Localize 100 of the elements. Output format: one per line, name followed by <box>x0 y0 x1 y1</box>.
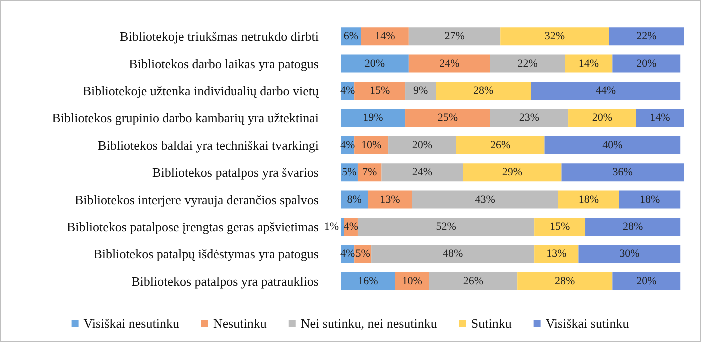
data-label: 23% <box>519 112 540 124</box>
data-label: 7% <box>362 166 378 179</box>
data-label: 26% <box>463 275 484 288</box>
data-label: 36% <box>612 166 633 179</box>
bar <box>490 109 569 128</box>
data-label: 20% <box>636 58 657 70</box>
data-label: 48% <box>442 248 464 260</box>
data-label: 20% <box>412 139 433 152</box>
y-tick-label: Bibliotekos patalpose įrengtas geras apšvietimas <box>67 220 319 234</box>
bar <box>368 190 412 209</box>
data-label: 14% <box>375 30 396 43</box>
bar <box>586 218 681 236</box>
bar <box>341 272 396 290</box>
data-label: 24% <box>440 58 460 70</box>
bar <box>436 82 532 100</box>
data-label: 29% <box>502 166 523 179</box>
data-label: 14% <box>578 58 599 70</box>
bar <box>568 109 636 128</box>
data-label: 30% <box>620 248 640 260</box>
bar <box>500 28 610 46</box>
data-label: 28% <box>555 275 576 288</box>
bar <box>490 54 566 73</box>
data-label: 28% <box>622 221 644 233</box>
data-label: 44% <box>596 85 616 97</box>
data-label: 22% <box>518 58 538 70</box>
data-label: 20% <box>636 275 657 288</box>
data-label: 24% <box>412 166 433 179</box>
bar <box>562 164 684 182</box>
legend-label: Visiškai nesutinku <box>84 316 180 331</box>
data-label: 10% <box>402 275 422 288</box>
data-label: 16% <box>358 275 378 288</box>
bar <box>341 218 344 236</box>
data-label: 19% <box>363 112 384 124</box>
bar <box>456 136 545 154</box>
data-label: 22% <box>636 30 657 43</box>
bar <box>578 245 681 264</box>
bar <box>341 109 406 128</box>
data-label: 43% <box>475 194 496 206</box>
bar <box>636 109 684 128</box>
data-label: 13% <box>546 248 567 260</box>
data-label: 15% <box>370 85 390 97</box>
bar <box>354 82 406 100</box>
data-label: 10% <box>361 139 382 152</box>
data-label: 8% <box>347 194 362 206</box>
y-tick-label: Bibliotekoje triukšmas netrukdo dirbti <box>120 29 320 44</box>
bar <box>612 54 681 73</box>
data-label: 18% <box>640 194 660 206</box>
data-label: 40% <box>602 139 623 152</box>
bar <box>534 218 586 236</box>
bar <box>358 218 535 236</box>
data-label: 13% <box>380 194 400 206</box>
y-tick-label: Bibliotekos grupinio darbo kambarių yra užtektinai <box>52 110 320 126</box>
y-tick-label: Bibliotekos darbo laikas yra patogus <box>129 56 319 72</box>
y-tick-label: Bibliotekos patalpos yra patrauklios <box>132 274 319 289</box>
bar <box>372 245 535 264</box>
bar <box>388 136 456 154</box>
y-tick-label: Bibliotekos patalpų išdėstymas yra patogus <box>94 246 319 262</box>
data-label: 5% <box>342 166 357 179</box>
data-label: 32% <box>544 30 566 43</box>
y-tick-label: Bibliotekos interjere vyrauja derančios spalvos <box>74 192 319 208</box>
bar <box>612 272 681 290</box>
legend-label: Visiškai sutinku <box>546 316 630 331</box>
y-tick-label: Bibliotekos patalpos yra švarios <box>152 165 319 180</box>
bar <box>544 136 681 154</box>
legend-label: Sutinku <box>471 316 512 331</box>
data-label: 20% <box>364 58 386 70</box>
data-label: 28% <box>474 85 494 97</box>
bar <box>406 109 490 128</box>
data-label: 20% <box>592 112 613 124</box>
bar <box>609 28 684 46</box>
bar <box>341 54 409 73</box>
data-label: 25% <box>438 112 458 124</box>
data-label: 18% <box>578 194 599 206</box>
bar <box>558 190 620 209</box>
y-tick-label: Bibliotekoje užtenka individualių darbo vietų <box>82 84 320 98</box>
data-label: 26% <box>490 139 511 152</box>
bar <box>408 54 490 73</box>
bar <box>534 245 579 264</box>
data-label: 14% <box>650 112 670 124</box>
bar <box>463 164 562 182</box>
bar <box>518 272 613 290</box>
data-label: 1% <box>324 221 339 233</box>
legend-label: Nei sutinku, nei nesutinku <box>300 316 438 331</box>
data-label: 52% <box>436 221 456 233</box>
bar <box>565 54 613 73</box>
bar <box>382 164 464 182</box>
data-label: 5% <box>356 248 370 260</box>
y-tick-label: Bibliotekos baldai yra techniškai tvarkingi <box>98 138 320 153</box>
data-label: 27% <box>444 30 465 43</box>
bar <box>412 190 558 209</box>
bar <box>361 28 409 46</box>
bar <box>619 190 681 209</box>
legend-label: Nesutinku <box>213 316 268 331</box>
data-label: 4% <box>344 221 359 233</box>
bar <box>429 272 518 290</box>
data-label: 15% <box>550 221 570 233</box>
bar <box>531 82 681 100</box>
data-label: 6% <box>344 30 359 43</box>
bar <box>408 28 501 46</box>
data-label: 9% <box>413 85 428 97</box>
